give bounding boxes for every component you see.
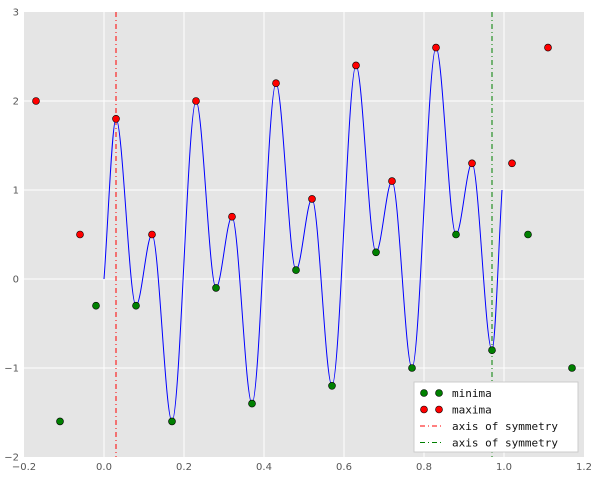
- maximum-marker: [192, 97, 200, 105]
- legend-marker: [435, 389, 443, 397]
- maximum-marker: [228, 212, 236, 221]
- y-tick-label: −1: [4, 364, 19, 375]
- minimum-marker: [248, 399, 256, 408]
- maximum-marker: [544, 43, 552, 52]
- minimum-marker: [488, 346, 496, 355]
- maximum-marker: [388, 177, 396, 185]
- x-axis-ticks: −0.2 0.0 0.2 0.4 0.6 0.8 1.0 1.2: [12, 462, 592, 473]
- x-tick-label: 0.2: [176, 462, 192, 473]
- y-axis-ticks: −2 −1 0 1 2 3: [4, 8, 19, 464]
- legend-label: axis of symmetry: [452, 437, 558, 450]
- minimum-marker: [372, 248, 380, 257]
- legend-label: maxima: [452, 404, 492, 417]
- y-tick-label: 3: [13, 8, 19, 19]
- minimum-marker: [92, 301, 100, 310]
- maximum-marker: [76, 230, 84, 239]
- legend-label: axis of symmetry: [452, 420, 558, 433]
- y-tick-label: −2: [4, 453, 19, 464]
- x-tick-label: −0.2: [12, 462, 36, 473]
- maximum-marker: [352, 61, 360, 70]
- y-tick-label: 0: [13, 275, 19, 286]
- legend-marker: [435, 405, 443, 414]
- x-tick-label: 1.2: [576, 462, 592, 473]
- legend: minima maxima axis of symmetry axis of symm…: [413, 381, 579, 453]
- x-tick-label: 0.6: [336, 462, 352, 473]
- minimum-marker: [408, 364, 416, 372]
- minimum-marker: [568, 364, 576, 372]
- y-tick-label: 1: [13, 186, 19, 197]
- symmetry-lines: [115, 12, 493, 457]
- x-tick-label: 0.8: [416, 462, 432, 473]
- minimum-marker: [168, 417, 176, 426]
- maximum-marker: [32, 97, 40, 105]
- x-tick-label: 1.0: [496, 462, 512, 473]
- maximum-marker: [468, 159, 476, 168]
- maximum-marker: [272, 79, 280, 87]
- minimum-marker: [524, 230, 532, 239]
- minimum-marker: [56, 417, 64, 426]
- minimum-marker: [452, 230, 460, 239]
- minimum-marker: [328, 381, 336, 390]
- y-tick-label: 2: [13, 97, 19, 108]
- oscillating-curve: [103, 47, 503, 422]
- minimum-marker: [212, 284, 220, 292]
- legend-marker: [420, 405, 428, 414]
- maximum-marker: [148, 230, 156, 239]
- minimum-marker: [132, 301, 140, 310]
- data-points: [32, 43, 576, 426]
- maximum-marker: [508, 159, 516, 168]
- x-tick-label: 0.4: [256, 462, 272, 473]
- maximum-marker: [308, 195, 316, 203]
- legend-label: minima: [452, 387, 492, 400]
- legend-marker: [420, 389, 428, 397]
- minimum-marker: [292, 266, 300, 274]
- x-tick-label: 0.0: [96, 462, 112, 473]
- maximum-marker: [112, 115, 120, 123]
- maximum-marker: [432, 43, 440, 52]
